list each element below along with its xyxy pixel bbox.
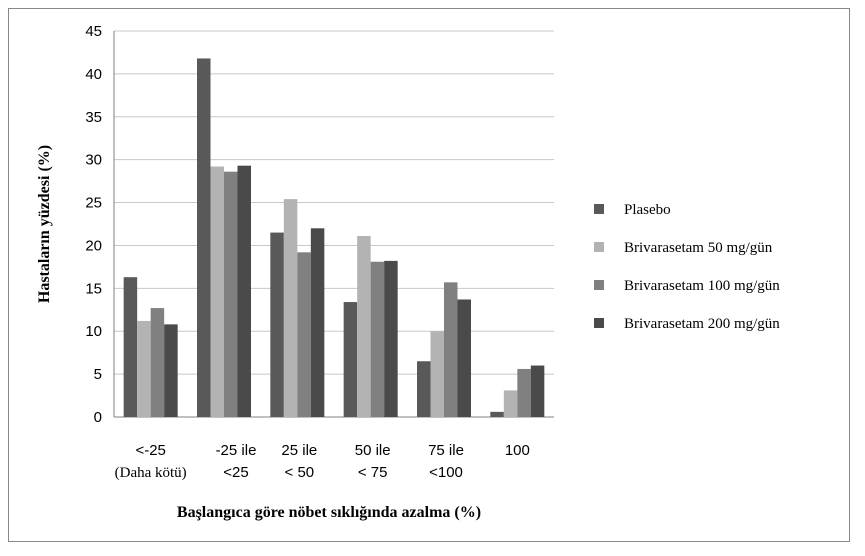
y-tick-label: 15 — [85, 280, 102, 297]
legend-label: Plasebo — [624, 202, 671, 218]
y-axis-label: Hastaların yüzdesi (%) — [36, 145, 53, 303]
bar — [517, 368, 531, 417]
y-tick-label: 0 — [94, 409, 102, 426]
y-tick-label: 10 — [85, 323, 102, 340]
y-tick-label: 45 — [85, 23, 102, 40]
bar — [343, 302, 358, 417]
bars — [123, 58, 545, 418]
bar — [224, 171, 238, 417]
gridlines — [113, 30, 554, 418]
y-tick-label: 35 — [85, 109, 102, 126]
bar — [150, 308, 165, 417]
y-tick-label: 30 — [85, 152, 102, 169]
legend-swatch — [594, 280, 604, 290]
bar — [123, 277, 138, 417]
bar — [237, 165, 251, 417]
bar — [384, 260, 398, 417]
x-tick-label: <-25 — [135, 442, 165, 459]
x-tick-label: <25 — [223, 464, 248, 481]
legend-label: Brivarasetam 100 mg/gün — [624, 278, 780, 294]
x-axis-label: Başlangıca göre nöbet sıklığında azalma … — [177, 504, 481, 521]
bar — [530, 365, 545, 417]
legend-swatch — [594, 318, 604, 328]
bar — [503, 390, 518, 417]
y-tick-labels: 0 5 10 15 20 25 30 35 40 45 — [85, 23, 102, 426]
bar — [417, 361, 431, 417]
bar — [137, 320, 151, 417]
x-tick-label: < 75 — [358, 464, 388, 481]
legend-swatch — [594, 204, 604, 214]
legend: Plasebo Brivarasetam 50 mg/gün Brivaraseta… — [594, 202, 780, 332]
bar — [370, 261, 385, 417]
x-tick-label: < 50 — [285, 464, 315, 481]
legend-label: Brivarasetam 50 mg/gün — [624, 240, 773, 256]
bar — [357, 236, 371, 417]
bar — [310, 228, 325, 417]
bar — [444, 282, 458, 417]
x-tick-label: <100 — [429, 464, 463, 481]
bar — [210, 166, 224, 417]
x-tick-labels: <-25 (Daha kötü) -25 ile <25 25 ile < 50 50 il… — [115, 442, 530, 481]
y-tick-label: 20 — [85, 237, 102, 254]
bar — [164, 324, 178, 417]
bar — [283, 199, 298, 417]
x-tick-label: -25 ile — [216, 442, 257, 459]
bar-chart: 0 5 10 15 20 25 30 35 40 45 <-25 (Daha kötü) -25 il… — [36, 23, 780, 521]
y-tick-label: 40 — [85, 66, 102, 83]
x-tick-label: 100 — [505, 442, 530, 459]
y-tick-label: 5 — [94, 366, 102, 383]
bar — [490, 411, 504, 417]
x-tick-label: 50 ile — [355, 442, 391, 459]
bar — [270, 232, 284, 417]
x-tick-label: (Daha kötü) — [115, 465, 187, 481]
legend-label: Brivarasetam 200 mg/gün — [624, 316, 780, 332]
chart-frame: 0 5 10 15 20 25 30 35 40 45 <-25 (Daha kötü) -25 il… — [8, 8, 850, 542]
bar — [430, 331, 444, 417]
y-tick-label: 25 — [85, 195, 102, 212]
bar — [457, 299, 471, 417]
bar — [197, 58, 211, 418]
legend-swatch — [594, 242, 604, 252]
bar — [297, 252, 311, 417]
x-tick-label: 75 ile — [428, 442, 464, 459]
x-tick-label: 25 ile — [281, 442, 317, 459]
